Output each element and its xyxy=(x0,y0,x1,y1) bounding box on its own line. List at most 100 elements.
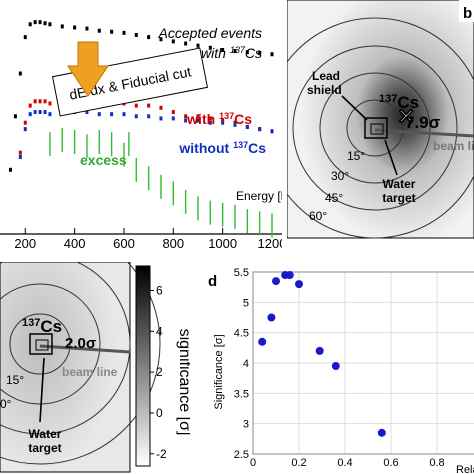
spectrum-point-1 xyxy=(33,99,37,104)
spectrum-point-0 xyxy=(208,45,212,50)
spectrum-point-2 xyxy=(159,116,163,121)
excess-label: excess xyxy=(80,152,127,168)
panel-c-significance-map: 137Cs 2.0σ beam line 15° 0° Water target… xyxy=(0,262,190,474)
panel-d-y-tick-label: 3 xyxy=(243,419,249,431)
spectrum-point-0 xyxy=(110,29,114,34)
panel-c-angle-circles xyxy=(0,262,161,465)
spectrum-point-2 xyxy=(33,110,37,115)
panel-c-water-label-2: target xyxy=(28,441,61,455)
spectrum-point-2 xyxy=(38,110,42,115)
panel-d-y-tick-label: 3.5 xyxy=(234,388,249,400)
spectrum-point-1 xyxy=(159,105,163,110)
spectrum-point-1 xyxy=(171,110,175,115)
panel-d-x-tick-label: 0.2 xyxy=(291,457,306,469)
panel-d-y-tick-label: 2.5 xyxy=(234,449,249,461)
panel-c-colorbar-label: significance [σ] xyxy=(176,329,190,436)
panel-c-water-target xyxy=(35,339,49,351)
spectrum-point-0 xyxy=(196,43,200,48)
panel-a-x-tick-label: 800 xyxy=(162,236,184,250)
scatter-point xyxy=(272,277,280,286)
panel-a-x-tick-label: 1000 xyxy=(208,236,237,250)
spectrum-point-0 xyxy=(73,25,77,30)
panel-b-beam-line xyxy=(374,128,474,138)
panel-d-x-tick-label: 0.6 xyxy=(383,457,398,469)
spectrum-point-2 xyxy=(23,127,27,132)
spectrum-point-0 xyxy=(43,21,47,26)
spectrum-point-1 xyxy=(233,120,237,125)
panel-c-water-arrow xyxy=(39,357,45,423)
panel-c-colorbar xyxy=(135,265,151,467)
spectrum-point-0 xyxy=(134,32,138,37)
spectrum-point-2 xyxy=(85,110,89,115)
spectrum-point-0 xyxy=(122,30,126,35)
spectrum-point-0 xyxy=(258,51,262,56)
spectrum-point-2 xyxy=(233,122,237,127)
panel-d-scatter: d 5.5 5 4.5 4 3.5 3 2.5 0 0.2 0.4 0.6 0.8 Significa… xyxy=(200,262,474,474)
panel-b-water-label-2: target xyxy=(382,191,415,205)
spectrum-point-2 xyxy=(134,114,138,119)
spectrum-point-2 xyxy=(221,120,225,125)
scatter-point xyxy=(331,362,340,371)
panel-d-x-tick-label: 0.8 xyxy=(429,457,444,469)
panel-b-beam-label: beam line xyxy=(433,139,474,153)
panel-a-x-tick-label: 200 xyxy=(14,236,36,250)
panel-d-y-tick-label: 5.5 xyxy=(234,267,249,279)
spectrum-point-1 xyxy=(184,114,188,119)
panel-c-source-label: 137Cs xyxy=(22,317,62,336)
spectrum-point-0 xyxy=(97,28,101,33)
panel-d-plot-frame xyxy=(252,271,474,455)
panel-d-x-axis-label: Relativ xyxy=(456,464,474,474)
colorbar-tick-label: 4 xyxy=(156,324,163,338)
spectrum-point-1 xyxy=(28,103,32,108)
panel-b-angle-15: 15° xyxy=(347,149,365,163)
panel-b-source-label: 137Cs xyxy=(379,93,419,112)
cut-arrow xyxy=(67,41,109,97)
spectrum-point-0 xyxy=(8,167,12,172)
panel-c-water-label-1: Water xyxy=(29,427,62,441)
spectrum-point-0 xyxy=(184,41,188,46)
spectrum-point-1 xyxy=(18,150,22,155)
spectrum-point-1 xyxy=(48,101,52,106)
spectrum-point-2 xyxy=(258,127,262,132)
panel-b-water-target xyxy=(370,123,384,135)
accepted-label-2: with 137Cs xyxy=(201,45,262,61)
cut-label-box xyxy=(51,47,209,117)
panel-b-map xyxy=(287,0,474,239)
panel-c-lead-shield xyxy=(29,333,53,355)
panel-a-x-tick-label: 600 xyxy=(113,236,135,250)
spectrum-point-2 xyxy=(270,129,274,134)
spectrum-point-2 xyxy=(97,112,101,117)
panel-b-water-label-1: Water xyxy=(383,177,416,191)
spectrum-point-1 xyxy=(38,99,42,104)
panel-a-x-tick-label: 400 xyxy=(64,236,86,250)
panel-d-y-tick-label: 4.5 xyxy=(234,328,249,340)
panel-c-svg: 137Cs 2.0σ beam line 15° 0° Water target… xyxy=(0,262,190,473)
panel-b-sigma: 7.9σ xyxy=(405,113,441,132)
panel-b-angle-60: 60° xyxy=(309,209,327,223)
panel-b-lead-label-1: Lead xyxy=(312,69,340,83)
panel-c-sigma: 2.0σ xyxy=(65,335,96,352)
panel-b-letter-bg xyxy=(459,0,474,22)
panel-c-angle-15: 15° xyxy=(6,373,24,387)
scatter-point xyxy=(285,271,294,280)
spectrum-point-2 xyxy=(171,116,175,121)
panel-c-angle-0: 0° xyxy=(0,397,12,411)
with-cs-label: with 137Cs xyxy=(186,111,252,127)
spectrum-point-0 xyxy=(60,24,64,29)
spectrum-point-0 xyxy=(85,26,89,31)
panel-b-letter: b xyxy=(463,5,472,22)
colorbar-tick-label: 2 xyxy=(156,365,163,379)
spectrum-point-0 xyxy=(38,20,42,25)
spectrum-point-0 xyxy=(33,20,37,25)
panel-b-angle-circles xyxy=(287,17,474,239)
colorbar-tick-label: 6 xyxy=(156,283,163,297)
spectrum-point-2 xyxy=(28,112,32,117)
spectrum-point-0 xyxy=(171,39,175,44)
spectrum-point-0 xyxy=(221,47,225,52)
spectrum-point-2 xyxy=(48,112,52,117)
spectrum-point-0 xyxy=(233,49,237,54)
spectrum-point-0 xyxy=(147,35,151,40)
spectrum-point-2 xyxy=(208,120,212,125)
panel-a-energy-spectrum: 20040060080010001200 dE/dx & Fiducial cu… xyxy=(0,0,282,250)
panel-b-water-arrow xyxy=(384,139,398,176)
